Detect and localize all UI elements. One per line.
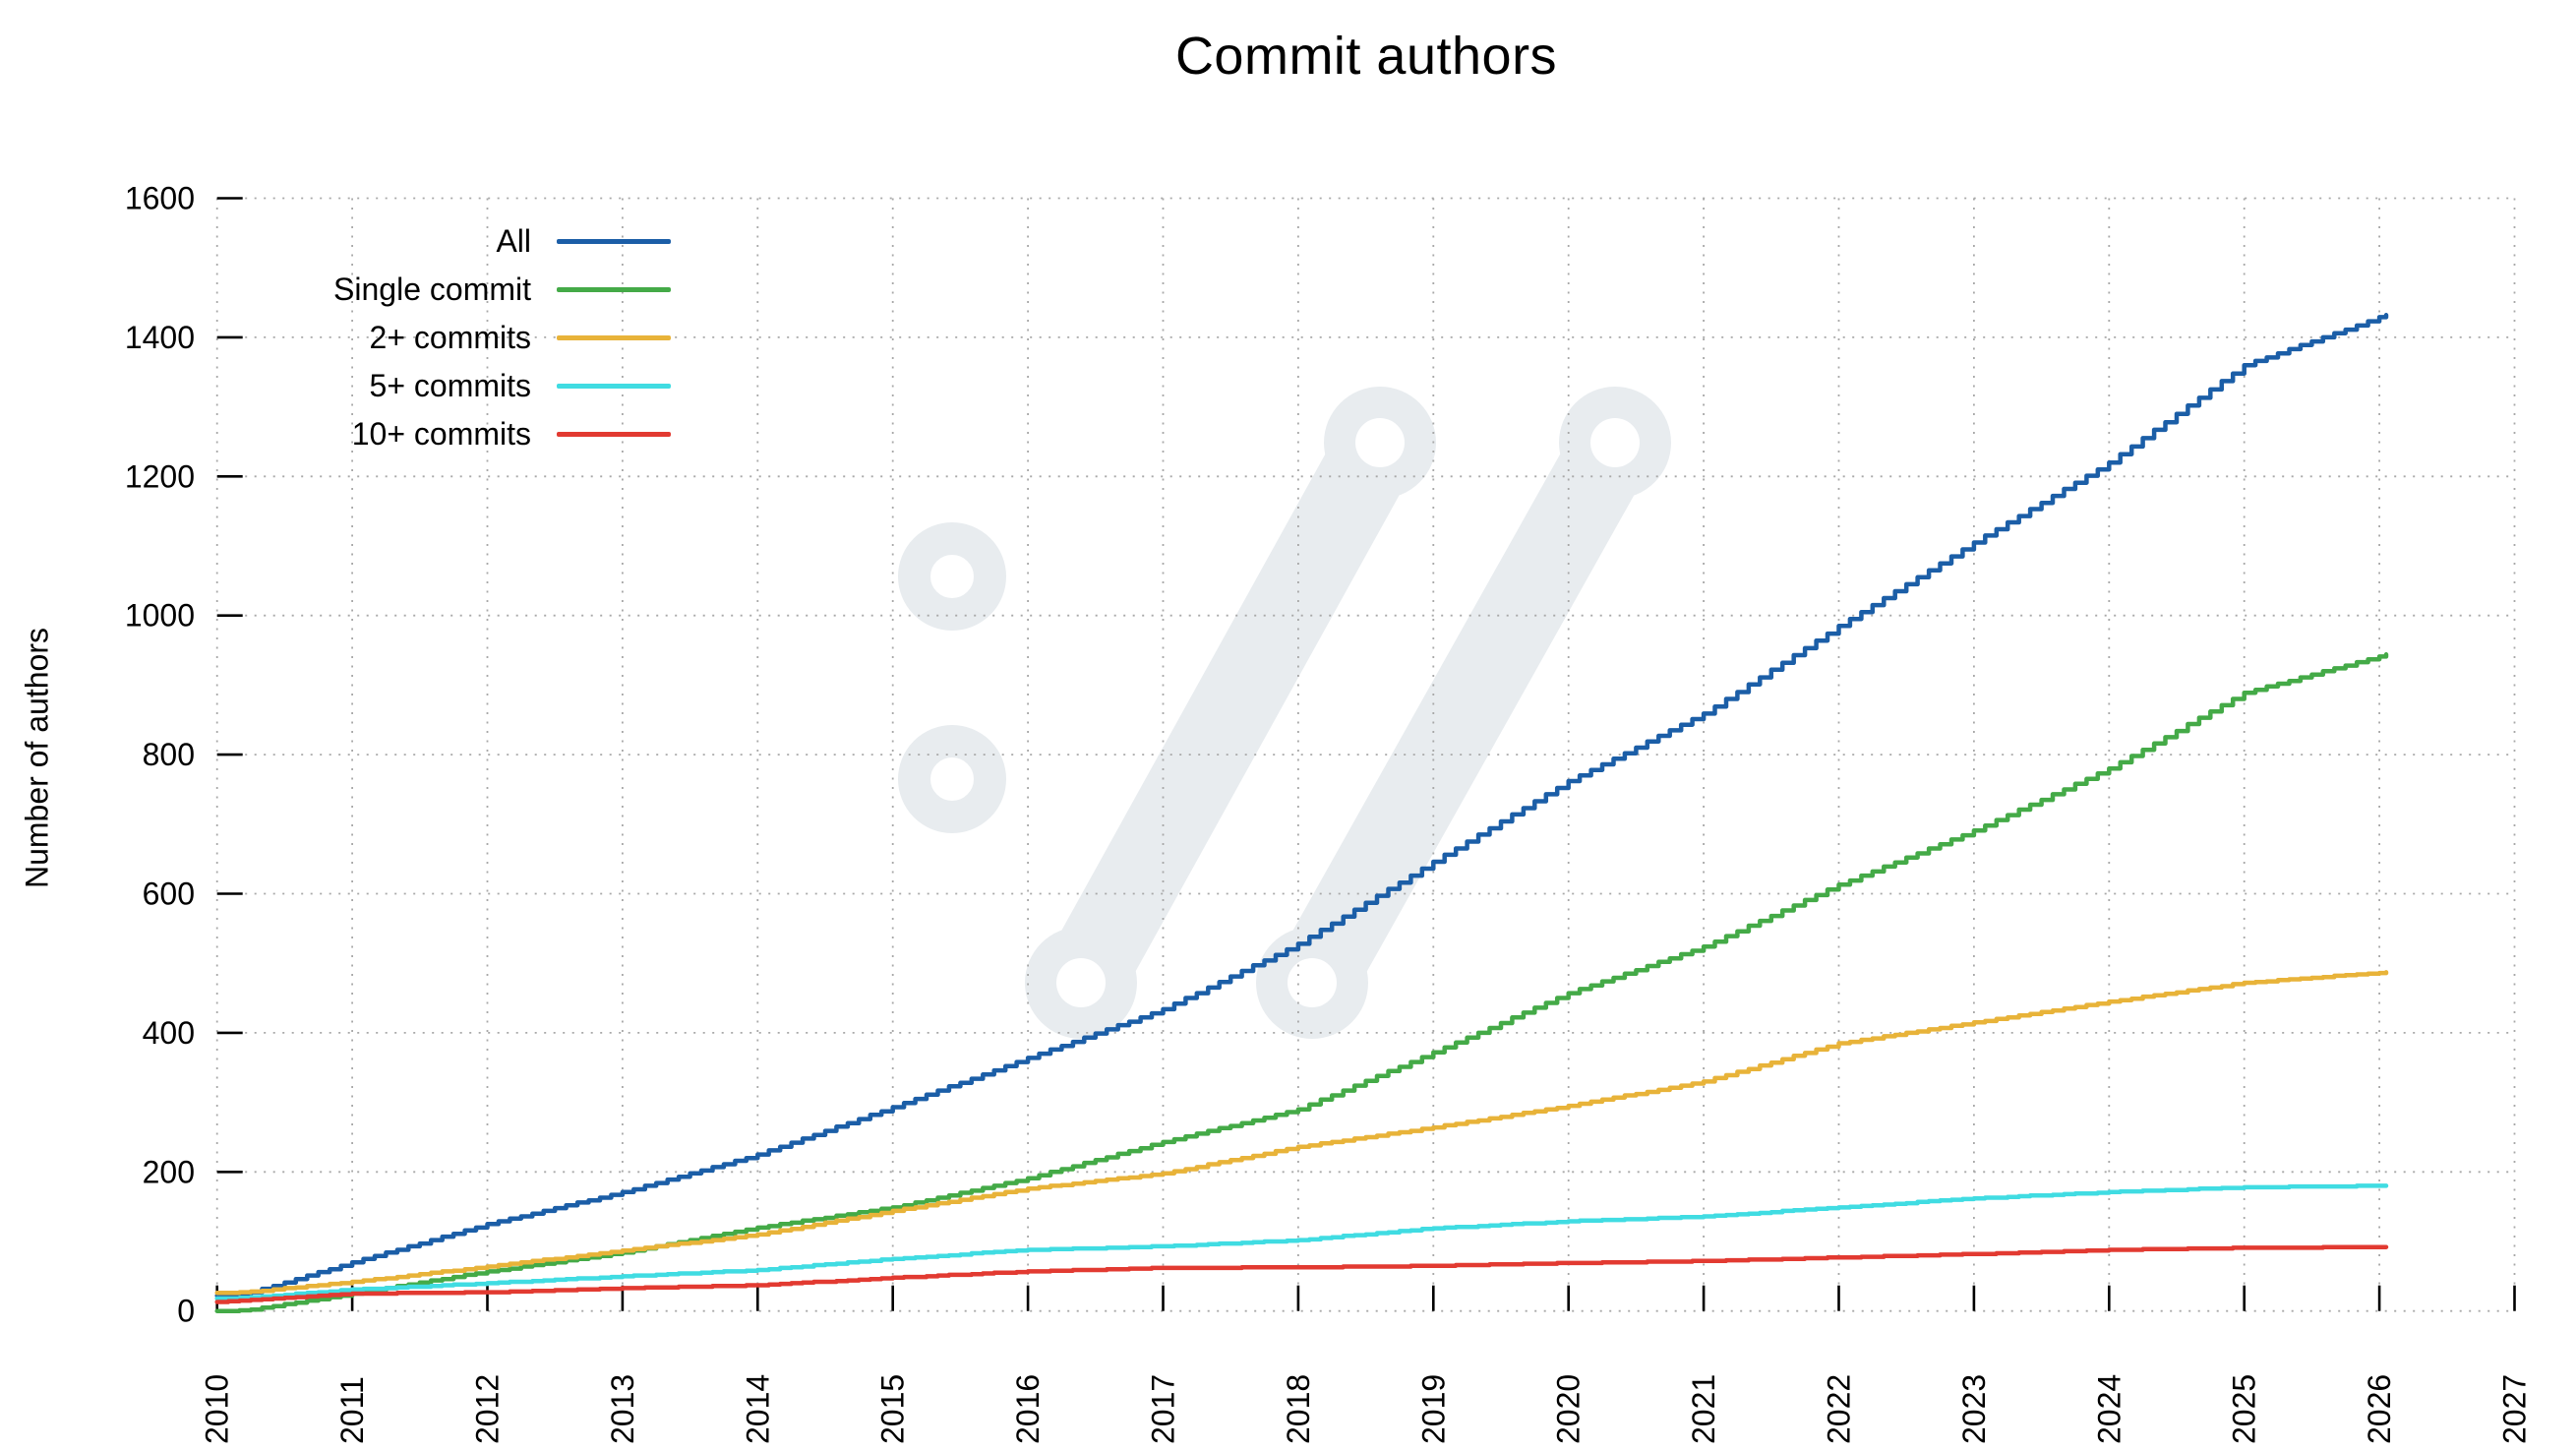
legend-item-all: All	[197, 217, 671, 266]
legend-label: 5+ commits	[369, 368, 531, 403]
x-tick-label: 2022	[1822, 1374, 1857, 1444]
series-line-2-commits	[214, 970, 2389, 1296]
legend-label: 10+ commits	[351, 416, 531, 452]
series-line-10-commits	[214, 1244, 2389, 1304]
pipewire-logo-watermark	[898, 387, 1671, 1039]
legend-line-icon	[557, 432, 671, 437]
x-tick-label: 2017	[1146, 1374, 1181, 1444]
x-tick-label: 2016	[1010, 1374, 1046, 1444]
x-tick-label: 2019	[1415, 1374, 1451, 1444]
legend-label: Single commit	[333, 272, 531, 307]
legend-line-icon	[557, 287, 671, 292]
x-tick-label: 2018	[1281, 1374, 1316, 1444]
series-line-all	[214, 313, 2389, 1299]
legend-item-single-commit: Single commit	[197, 266, 671, 314]
legend-label: All	[496, 223, 531, 259]
y-tick-label: 1000	[125, 598, 195, 634]
x-tick-label: 2020	[1551, 1374, 1587, 1444]
legend-item-5plus-commits: 5+ commits	[197, 362, 671, 410]
series-line-5-commits	[214, 1183, 2389, 1301]
x-tick-label: 2025	[2227, 1374, 2262, 1444]
axis-labels: 0 200 400 600 800 1000 1200 1400 1600 2010 2011 201…	[125, 181, 2533, 1445]
y-tick-label: 200	[143, 1154, 195, 1189]
x-tick-label: 2014	[740, 1374, 775, 1444]
x-tick-label: 2026	[2362, 1374, 2397, 1444]
legend-item-10plus-commits: 10+ commits	[197, 410, 671, 458]
chart-title: Commit authors	[1174, 27, 1558, 86]
y-tick-label: 0	[177, 1294, 195, 1329]
legend-line-icon	[557, 384, 671, 389]
y-axis-title: Number of authors	[19, 628, 55, 889]
y-tick-label: 1400	[125, 320, 195, 355]
legend-line-icon	[557, 239, 671, 244]
x-tick-label: 2013	[605, 1374, 640, 1444]
y-tick-label: 1200	[125, 458, 195, 494]
x-tick-label: 2027	[2497, 1374, 2533, 1444]
legend: All Single commit 2+ commits 5+ commits …	[197, 217, 671, 458]
y-tick-label: 600	[143, 877, 195, 912]
series-line-single-commit	[214, 652, 2389, 1313]
x-tick-label: 2021	[1686, 1374, 1721, 1444]
x-tick-label: 2023	[1956, 1374, 1992, 1444]
y-tick-label: 1600	[125, 181, 195, 216]
legend-item-2plus-commits: 2+ commits	[197, 314, 671, 362]
series-lines	[214, 313, 2389, 1313]
x-tick-label: 2010	[200, 1374, 235, 1444]
legend-line-icon	[557, 335, 671, 340]
x-tick-label: 2024	[2091, 1374, 2127, 1444]
y-tick-label: 800	[143, 737, 195, 772]
y-tick-label: 400	[143, 1015, 195, 1051]
x-tick-label: 2015	[875, 1374, 911, 1444]
legend-label: 2+ commits	[369, 320, 531, 355]
x-tick-label: 2011	[334, 1376, 370, 1444]
x-tick-label: 2012	[470, 1374, 506, 1444]
